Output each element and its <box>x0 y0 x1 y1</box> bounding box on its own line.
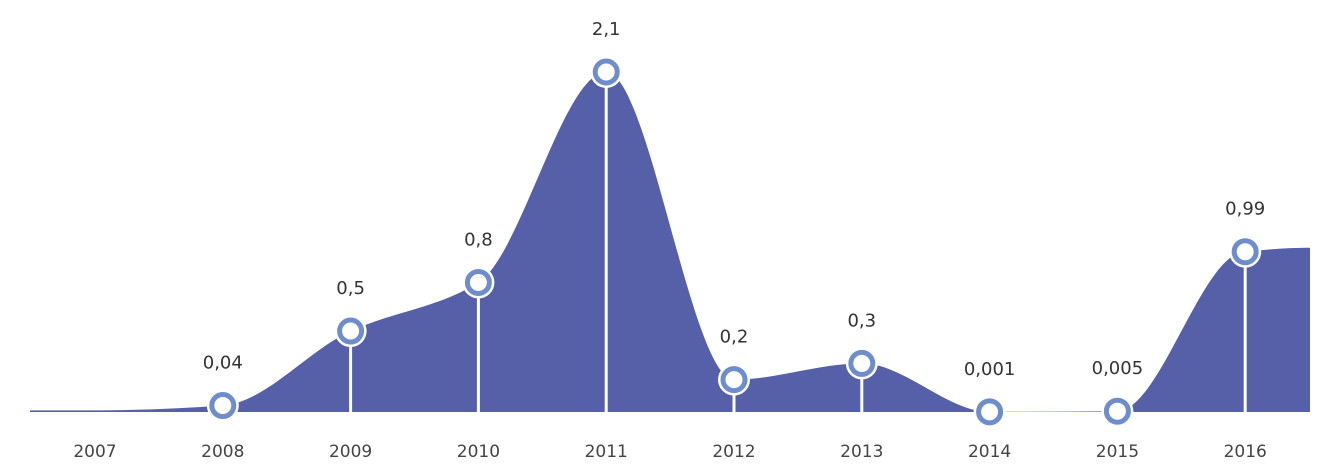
x-tick-label: 2010 <box>457 442 500 462</box>
marker-ring <box>209 392 237 420</box>
marker-ring <box>1103 397 1131 425</box>
x-tick-label: 2015 <box>1096 442 1139 462</box>
x-tick-label: 2008 <box>201 442 244 462</box>
x-tick-label: 2007 <box>73 442 116 462</box>
x-tick-label: 2014 <box>968 442 1011 462</box>
x-tick-label: 2013 <box>840 442 883 462</box>
value-label: 0,04 <box>203 353 243 374</box>
marker-ring <box>1231 238 1259 266</box>
area <box>30 72 1310 412</box>
marker-ring <box>720 366 748 394</box>
value-label: 0,99 <box>1225 199 1265 220</box>
x-tick-label: 2011 <box>585 442 628 462</box>
value-label: 0,8 <box>464 229 493 250</box>
value-label: 0,001 <box>964 359 1016 380</box>
value-label: 0,5 <box>336 278 365 299</box>
x-tick-label: 2012 <box>712 442 755 462</box>
marker-ring <box>848 349 876 377</box>
marker-ring <box>464 268 492 296</box>
value-label: 0,3 <box>847 310 876 331</box>
marker-ring <box>337 317 365 345</box>
x-tick-label: 2009 <box>329 442 372 462</box>
marker-ring <box>592 58 620 86</box>
x-tick-label: 2016 <box>1224 442 1267 462</box>
value-label: 0,2 <box>720 327 749 348</box>
marker-ring <box>976 398 1004 426</box>
value-label: 2,1 <box>592 19 621 40</box>
value-label: 0,005 <box>1092 358 1144 379</box>
